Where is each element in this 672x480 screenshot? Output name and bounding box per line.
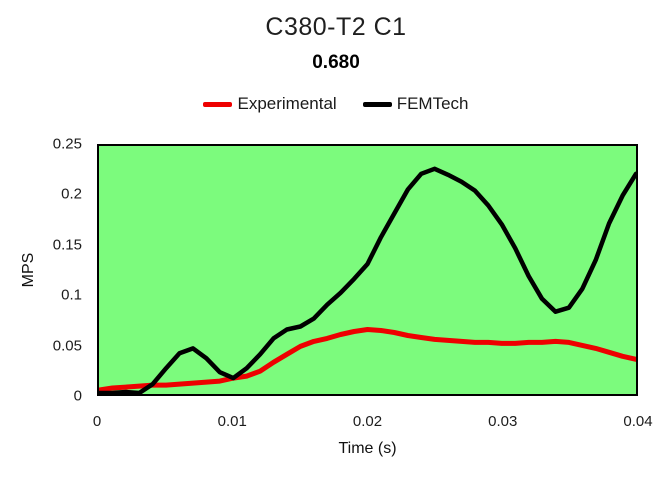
chart-title: C380-T2 C1 xyxy=(265,13,407,41)
x-tick-label: 0 xyxy=(92,413,102,430)
y-tick-label: 0.2 xyxy=(61,185,82,203)
y-axis-title: MPS xyxy=(20,252,37,288)
plot-area xyxy=(97,144,638,396)
legend-item-experimental: Experimental xyxy=(203,94,337,114)
x-tick-label: 0.01 xyxy=(217,413,247,430)
y-tick-label: 0.05 xyxy=(52,337,82,355)
x-tick-label: 0.03 xyxy=(488,413,518,430)
series-line-experimental xyxy=(99,327,636,393)
y-tick-label: 0 xyxy=(73,387,82,405)
femtech-line-swatch xyxy=(362,101,392,107)
x-tick-label: 0.02 xyxy=(352,413,383,430)
x-axis-title: Time (s) xyxy=(338,440,397,457)
legend: Experimental FEMTech xyxy=(0,94,672,114)
legend-item-femtech: FEMTech xyxy=(362,94,469,114)
legend-label-experimental: Experimental xyxy=(237,94,337,113)
series-line-femtech xyxy=(99,166,636,394)
legend-label-femtech: FEMTech xyxy=(396,94,469,113)
plot-lines xyxy=(99,166,636,394)
chart-subtitle: 0.680 xyxy=(312,52,360,73)
y-tick-label: 0.15 xyxy=(52,236,82,254)
experimental-line-swatch xyxy=(203,101,233,107)
y-tick-label: 0.25 xyxy=(52,135,82,153)
x-tick-label: 0.04 xyxy=(623,413,653,430)
y-tick-label: 0.1 xyxy=(61,286,82,304)
